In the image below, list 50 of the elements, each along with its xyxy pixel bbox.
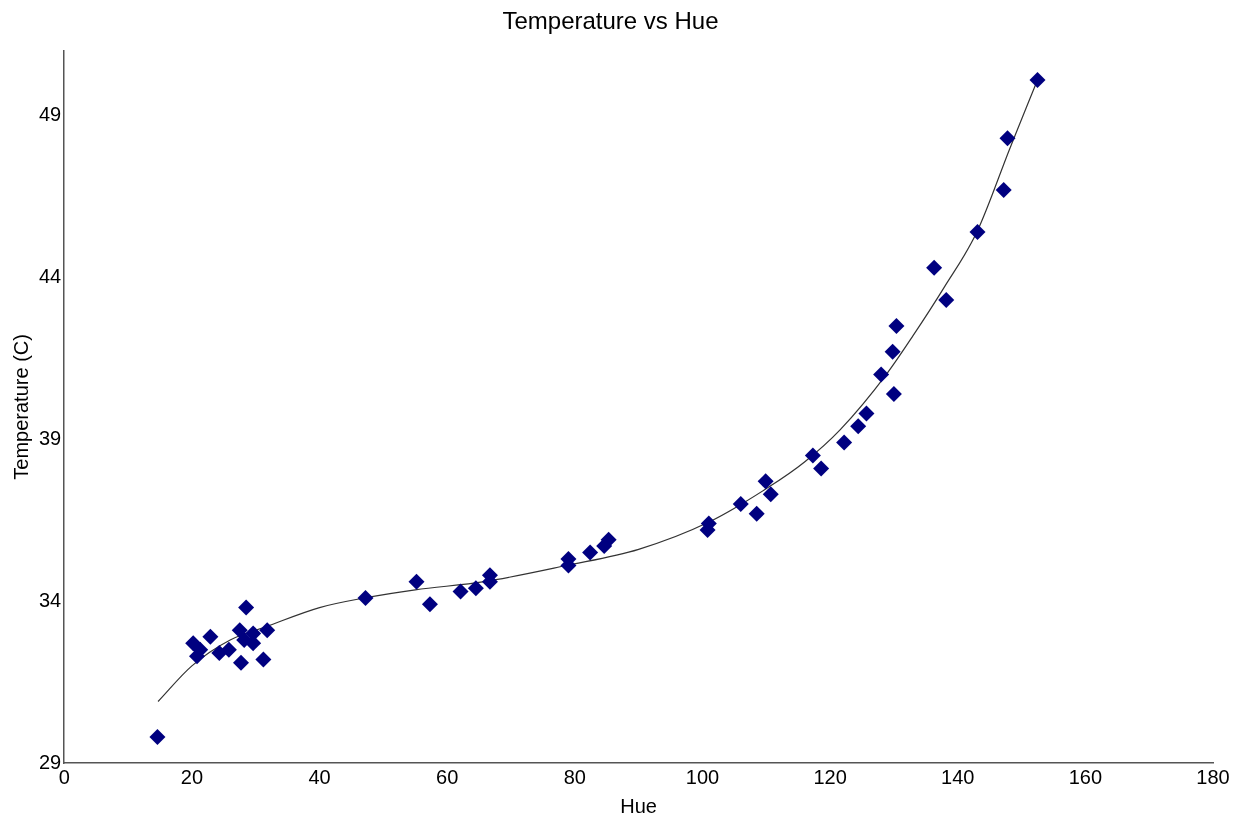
point — [858, 405, 875, 422]
y-tick-label: 39 — [39, 426, 62, 449]
x-tick-label: 140 — [941, 765, 975, 788]
point — [813, 460, 830, 477]
point — [762, 486, 779, 503]
point — [873, 366, 890, 383]
x-tick-label: 180 — [1196, 765, 1230, 788]
point — [732, 496, 749, 513]
point — [938, 292, 955, 309]
point — [1029, 71, 1046, 88]
point — [888, 317, 905, 334]
x-tick-label: 120 — [813, 765, 847, 788]
y-axis-title: Temperature (C) — [9, 334, 32, 480]
point — [357, 589, 374, 606]
point — [452, 583, 469, 600]
point — [748, 505, 765, 522]
point — [995, 182, 1012, 198]
point — [850, 418, 867, 435]
x-tick-label: 80 — [563, 765, 586, 788]
point — [926, 259, 943, 276]
point — [259, 622, 276, 639]
point — [582, 544, 599, 561]
point — [836, 434, 853, 451]
y-tick-label: 44 — [39, 264, 62, 287]
point — [999, 130, 1016, 147]
x-tick-label: 60 — [436, 765, 459, 788]
point — [885, 385, 902, 402]
point — [255, 651, 272, 668]
point — [421, 596, 438, 613]
point — [238, 599, 255, 616]
x-tick-label: 40 — [308, 765, 331, 788]
chart-title: Temperature vs Hue — [502, 7, 719, 35]
point — [233, 654, 250, 671]
x-tick-label: 20 — [180, 765, 204, 788]
point — [202, 628, 219, 645]
x-tick-label: 100 — [685, 765, 720, 788]
point — [220, 641, 237, 658]
y-tick-label: 34 — [39, 588, 62, 611]
point — [408, 573, 425, 590]
point — [231, 622, 248, 639]
y-tick-label: 49 — [39, 103, 62, 126]
point — [600, 531, 617, 548]
point — [884, 343, 901, 360]
point — [757, 473, 774, 490]
x-tick-label: 160 — [1068, 765, 1103, 788]
point — [149, 729, 166, 746]
point — [467, 580, 484, 597]
point — [969, 224, 986, 241]
x-axis-title: Hue — [620, 794, 657, 817]
point — [804, 447, 821, 464]
